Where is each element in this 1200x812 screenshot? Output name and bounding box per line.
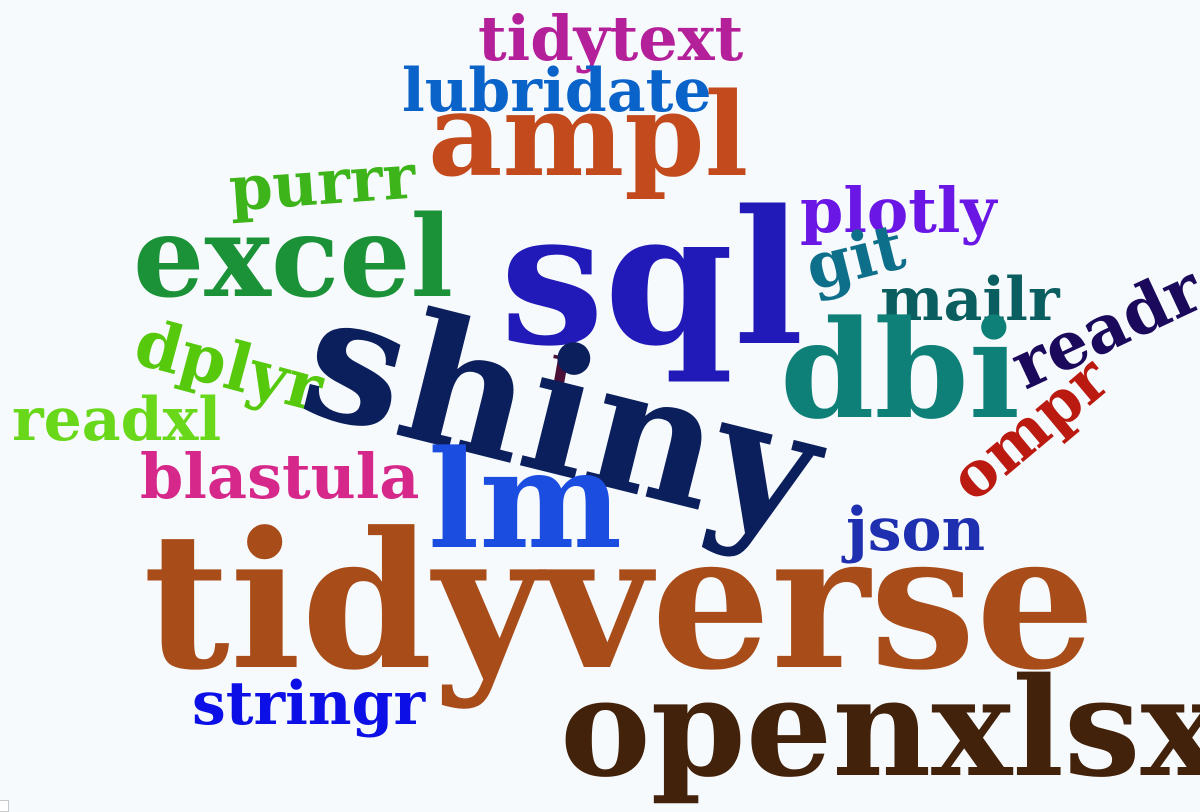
word-blastula: blastula xyxy=(140,440,420,513)
word-dbi: dbi xyxy=(780,290,1021,449)
word-openxlsx: openxlsx xyxy=(560,648,1200,808)
word-excel: excel xyxy=(133,192,454,323)
word-plotly: plotly xyxy=(800,174,997,247)
word-ampl: ampl xyxy=(428,68,749,203)
word-readxl: readxl xyxy=(12,385,222,455)
word-lm: lm xyxy=(428,420,623,579)
word-mailr: mailr xyxy=(880,265,1060,335)
word-lubridate: lubridate xyxy=(402,56,712,126)
word-stringr: stringr xyxy=(192,669,426,739)
word-sql: sql xyxy=(500,169,804,387)
word-tidytext: tidytext xyxy=(478,2,744,75)
word-tidyverse: tidyverse xyxy=(143,491,1096,712)
resize-handle-marker xyxy=(0,800,9,812)
word-json: json xyxy=(846,495,986,565)
